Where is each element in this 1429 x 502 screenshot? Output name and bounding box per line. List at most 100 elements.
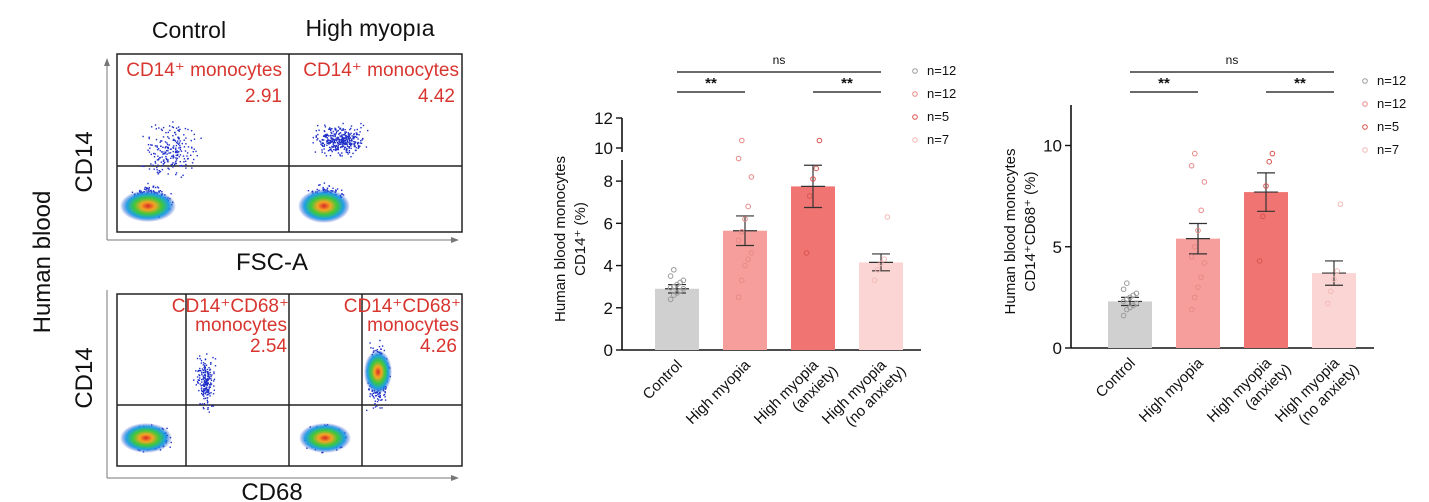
flow-event xyxy=(131,191,134,193)
flow-event xyxy=(373,397,375,399)
data-point xyxy=(1198,207,1204,214)
flow-event xyxy=(341,152,343,154)
data-point xyxy=(803,250,810,256)
flow-event xyxy=(175,151,177,154)
data-point xyxy=(748,174,755,180)
flow-event xyxy=(316,188,318,191)
flow-event xyxy=(206,384,208,386)
flow-event xyxy=(177,129,179,131)
flow-event xyxy=(168,144,170,146)
x-category-label: Control xyxy=(640,357,686,403)
data-point xyxy=(1195,227,1201,234)
flow-event xyxy=(213,385,215,387)
flow-event xyxy=(201,371,203,374)
data-point xyxy=(871,277,878,284)
flow-event xyxy=(351,140,353,142)
flow-event xyxy=(341,135,343,138)
flow-event xyxy=(182,174,184,176)
flow-event xyxy=(330,128,332,130)
flow-event xyxy=(335,131,338,134)
flow-event xyxy=(315,136,317,138)
flow-event xyxy=(166,142,168,144)
flow-event xyxy=(159,190,162,192)
flow-event xyxy=(323,144,326,146)
flow-event xyxy=(384,396,386,398)
flow-event xyxy=(336,188,339,190)
flow-event xyxy=(372,392,375,394)
flow-event xyxy=(316,139,318,141)
flow-event xyxy=(214,365,217,367)
gate-label-bottom-control-1: CD14⁺CD68⁺ xyxy=(172,296,289,317)
flow-event xyxy=(341,155,343,157)
flow-event xyxy=(156,146,158,148)
data-point xyxy=(1188,162,1195,169)
flow-event xyxy=(210,375,212,378)
flow-event xyxy=(210,363,212,365)
flow-event xyxy=(360,142,363,144)
flow-event xyxy=(384,391,386,394)
flow-event xyxy=(166,160,169,162)
flow-event xyxy=(154,145,157,147)
flow-event xyxy=(342,141,344,143)
flow-event xyxy=(199,377,201,379)
flow-event xyxy=(153,156,156,158)
flow-event xyxy=(360,127,362,129)
flow-event xyxy=(347,136,349,139)
flow-event xyxy=(376,405,378,407)
flow-event xyxy=(172,126,175,129)
flow-event xyxy=(158,127,160,129)
col-header-high-myopia: High myopıa xyxy=(305,15,434,41)
flow-event xyxy=(203,403,206,405)
flow-event xyxy=(148,168,151,170)
flow-event xyxy=(323,182,326,184)
flow-event xyxy=(325,136,327,138)
flow-event xyxy=(354,145,356,147)
flow-event xyxy=(331,139,333,141)
flow-event xyxy=(160,161,162,163)
flow-event xyxy=(183,134,185,136)
x-category-label-line: High myopia xyxy=(1136,354,1207,425)
flow-event xyxy=(156,186,159,188)
flow-event xyxy=(154,160,156,163)
flow-event xyxy=(365,146,368,148)
flow-event xyxy=(159,141,161,143)
flow-event xyxy=(377,395,380,397)
flow-event xyxy=(341,129,343,131)
data-point xyxy=(881,256,888,263)
flow-event xyxy=(145,187,148,190)
flow-event xyxy=(329,142,331,144)
flow-event xyxy=(206,389,208,391)
flow-event xyxy=(353,138,355,140)
flow-event xyxy=(162,126,165,129)
flow-event xyxy=(179,146,182,149)
flow-event xyxy=(175,144,178,147)
flow-event xyxy=(156,145,158,147)
flow-event xyxy=(336,141,339,144)
flow-event xyxy=(344,146,347,149)
flow-event xyxy=(374,403,376,405)
x-category-label: High myopia xyxy=(1136,354,1207,425)
flow-event xyxy=(331,141,333,143)
y-axis-label: Human blood monocytes CD14⁺CD68⁺ (%) xyxy=(1002,149,1039,315)
flow-event xyxy=(380,399,382,401)
flow-event xyxy=(160,128,163,130)
flow-event xyxy=(200,137,202,139)
flow-event xyxy=(206,382,209,384)
y-axis-label-line: Human blood monocytes xyxy=(1002,149,1019,315)
flow-event xyxy=(200,370,202,372)
flow-event xyxy=(336,137,338,140)
legend-label: n=5 xyxy=(927,109,949,124)
flow-event xyxy=(157,155,159,157)
flow-event xyxy=(341,189,343,191)
flow-event xyxy=(187,146,190,148)
data-point xyxy=(667,273,674,279)
flow-event xyxy=(317,124,319,127)
flow-event xyxy=(335,148,337,150)
flow-event xyxy=(206,397,209,399)
flow-event xyxy=(176,157,178,160)
flow-event xyxy=(344,131,346,133)
flow-event xyxy=(147,144,150,146)
flow-event xyxy=(202,376,205,379)
y-tick-label: 10 xyxy=(594,139,613,158)
flow-top-y-label: CD14 xyxy=(71,131,98,192)
